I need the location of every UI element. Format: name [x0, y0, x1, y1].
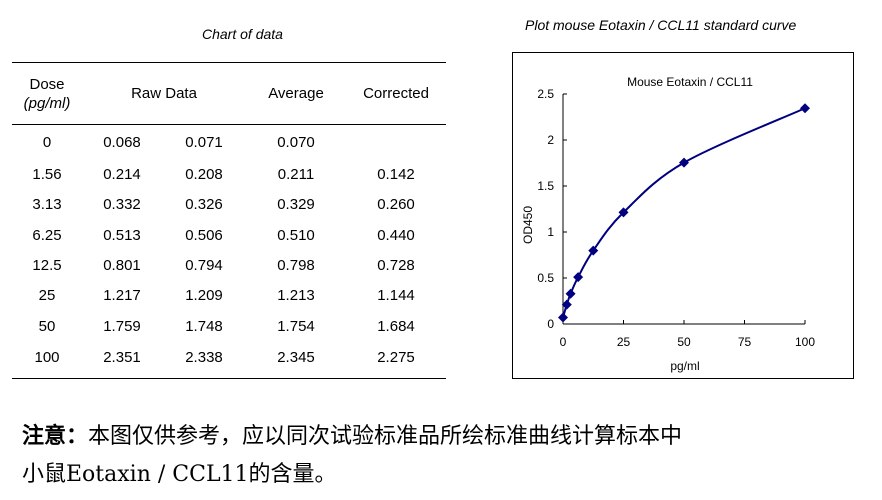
table-title: Chart of data [202, 26, 283, 42]
cell-dose: 100 [34, 349, 60, 366]
cell-corrected: 1.144 [377, 287, 415, 304]
cell-raw-2: 0.326 [185, 196, 223, 213]
cell-raw-1: 0.214 [103, 166, 141, 183]
cell-average: 0.070 [277, 134, 315, 151]
cell-raw-2: 1.209 [185, 287, 223, 304]
cell-raw-1: 1.759 [103, 318, 141, 335]
x-tick-label: 100 [795, 335, 815, 349]
data-point-diamond [558, 312, 568, 323]
cell-raw-2: 0.071 [185, 134, 223, 151]
cell-average: 0.329 [277, 196, 315, 213]
header-raw: Raw Data [131, 85, 197, 102]
y-axis-label: OD450 [521, 206, 535, 244]
data-point-diamond [800, 103, 810, 114]
table-top-rule [12, 62, 446, 63]
x-tick-label: 0 [560, 335, 567, 349]
x-tick-label: 50 [677, 335, 691, 349]
cell-dose: 3.13 [32, 196, 62, 213]
y-tick-label: 1 [547, 225, 554, 239]
table-header-rule [12, 124, 446, 125]
header-corrected: Corrected [363, 85, 429, 102]
cell-raw-1: 0.513 [103, 227, 141, 244]
cell-raw-1: 1.217 [103, 287, 141, 304]
cell-average: 1.754 [277, 318, 315, 335]
cell-raw-2: 0.794 [185, 257, 223, 274]
table-bottom-rule [12, 378, 446, 379]
series-line [562, 107, 806, 318]
cell-corrected: 0.142 [377, 166, 415, 183]
cell-dose: 50 [38, 318, 56, 335]
data-point-diamond [679, 157, 689, 168]
chart-frame [512, 52, 854, 379]
note-line-2: 小鼠Eotaxin / CCL11的含量。 [22, 462, 337, 487]
data-point-diamond [561, 299, 572, 310]
chart-heading: Plot mouse Eotaxin / CCL11 standard curv… [525, 17, 797, 33]
y-tick-label: 0 [547, 317, 554, 331]
header-dose-unit: (pg/ml) [23, 95, 71, 112]
y-tick-label: 0.5 [537, 271, 554, 285]
data-point-diamond [565, 288, 576, 299]
cell-average: 0.211 [277, 166, 315, 183]
cell-raw-1: 0.801 [103, 257, 141, 274]
note-line-1: 注意：本图仅供参考，应以同次试验标准品所绘标准曲线计算标本中 [22, 418, 682, 450]
y-tick-label: 2.5 [537, 87, 554, 101]
cell-dose: 25 [38, 287, 56, 304]
cell-raw-2: 0.208 [185, 166, 223, 183]
x-tick-label: 75 [738, 335, 752, 349]
data-point-diamond [573, 272, 584, 283]
x-axis-label: pg/ml [670, 359, 699, 373]
cell-dose: 0 [42, 134, 52, 151]
y-tick-label: 1.5 [537, 179, 554, 193]
data-point-diamond [588, 245, 599, 256]
cell-corrected: 0.260 [377, 196, 415, 213]
cell-corrected: 1.684 [377, 318, 415, 335]
cell-corrected: 0.440 [377, 227, 415, 244]
cell-average: 0.798 [277, 257, 315, 274]
cell-raw-1: 0.068 [103, 134, 141, 151]
data-point-diamond [618, 207, 629, 218]
cell-raw-2: 1.748 [185, 318, 223, 335]
note-text-1: 本图仅供参考，应以同次试验标准品所绘标准曲线计算标本中 [88, 424, 683, 449]
cell-raw-1: 2.351 [103, 349, 141, 366]
y-tick-label: 2 [547, 133, 554, 147]
cell-raw-1: 0.332 [103, 196, 141, 213]
header-average: Average [268, 85, 324, 102]
cell-dose: 1.56 [32, 166, 62, 183]
chart-title: Mouse Eotaxin / CCL11 [627, 75, 753, 89]
header-dose: Dose [29, 76, 65, 93]
cell-dose: 6.25 [32, 227, 62, 244]
cell-corrected: 2.275 [377, 349, 415, 366]
cell-corrected: 0.728 [377, 257, 415, 274]
cell-raw-2: 2.338 [185, 349, 223, 366]
note-label: 注意： [22, 423, 89, 449]
cell-raw-2: 0.506 [185, 227, 223, 244]
cell-average: 1.213 [277, 287, 315, 304]
cell-average: 0.510 [277, 227, 315, 244]
cell-dose: 12.5 [32, 257, 62, 274]
x-tick-label: 25 [617, 335, 631, 349]
cell-average: 2.345 [277, 349, 315, 366]
